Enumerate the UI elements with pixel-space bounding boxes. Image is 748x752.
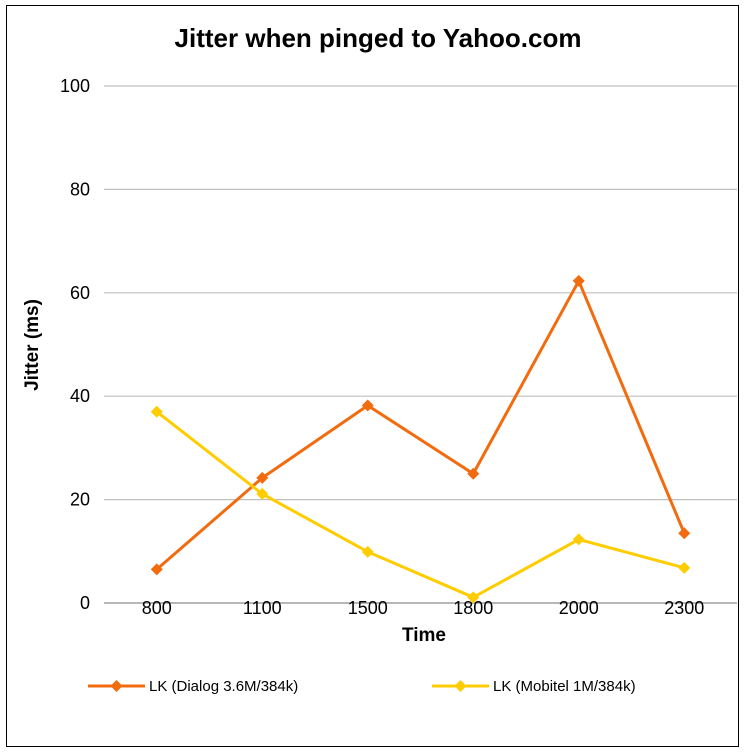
series-layer [150,274,691,604]
x-axis-label: Time [402,625,446,646]
series-1 [150,274,691,576]
series-line [155,410,685,599]
legend-item: LK (Dialog 3.6M/384k) [88,678,298,695]
x-tick-label: 1800 [453,598,493,618]
y-tick-label: 20 [70,490,90,510]
legend-marker [454,680,467,692]
data-point [361,399,374,412]
series-line [155,279,686,571]
x-tick-label: 2000 [559,598,599,618]
legend: LK (Dialog 3.6M/384k) LK (Mobitel 1M/384k… [88,678,636,695]
data-point [572,274,585,287]
data-point [678,561,691,574]
y-axis-ticks: 0 20 40 60 80 100 [60,76,90,613]
data-point [256,487,269,500]
series-2 [150,405,691,604]
data-point [150,405,163,418]
legend-label: LK (Mobitel 1M/384k) [493,678,636,695]
legend-label: LK (Dialog 3.6M/384k) [149,678,298,695]
x-tick-label: 1100 [243,598,282,618]
data-point [361,545,374,558]
x-tick-label: 2300 [664,598,704,618]
data-point [572,533,585,546]
gridlines [104,85,737,604]
y-tick-label: 100 [60,76,90,96]
y-tick-label: 0 [80,593,90,613]
legend-marker [110,680,123,692]
x-axis-ticks: 800 1100 1500 1800 2000 2300 [142,598,705,618]
y-tick-label: 40 [70,386,90,406]
data-point [467,467,480,480]
data-point [150,563,163,576]
y-tick-label: 60 [70,283,90,303]
chart-frame [6,5,739,747]
x-tick-label: 800 [142,598,172,618]
chart-title: Jitter when pinged to Yahoo.com [175,23,582,53]
x-tick-label: 1500 [348,598,388,618]
data-point [467,591,480,604]
data-point [678,527,691,540]
legend-item: LK (Mobitel 1M/384k) [432,678,636,695]
data-point [256,471,269,484]
y-tick-label: 80 [70,179,90,199]
y-axis-label: Jitter (ms) [22,299,43,391]
